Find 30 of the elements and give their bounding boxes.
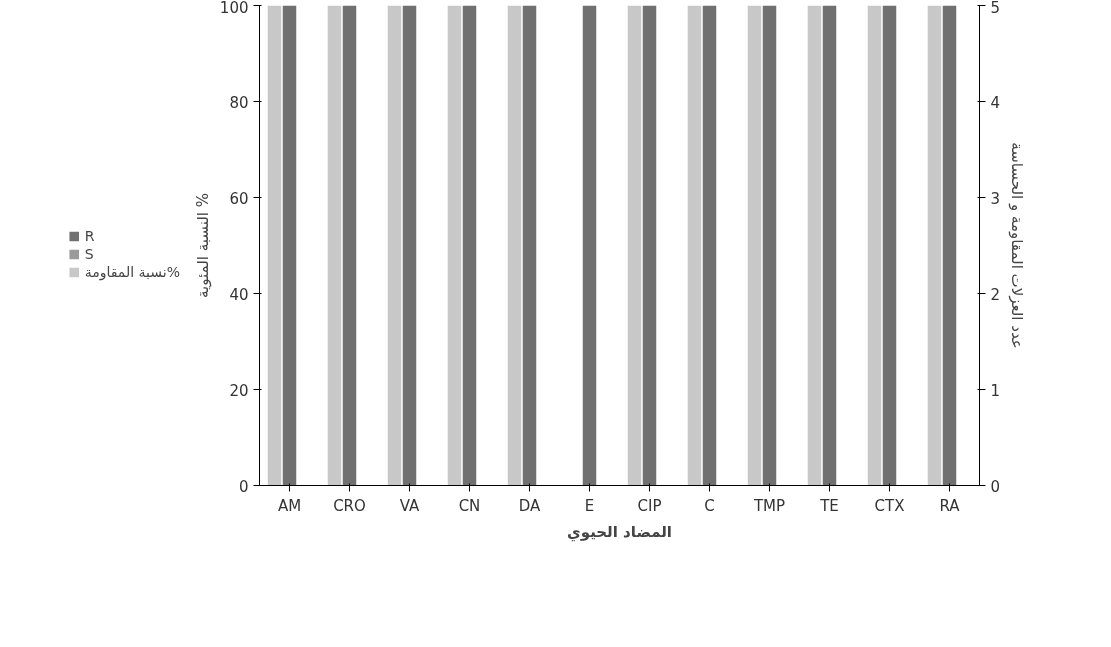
y2-tick-label: 5: [990, 0, 1001, 17]
x-tick-label: VA: [399, 496, 421, 515]
y-tick-label: 80: [229, 93, 249, 112]
y-tick-label: 100: [219, 0, 249, 17]
legend-label: S: [84, 245, 95, 262]
y-axis-title: النسبة المئوية %: [193, 193, 212, 298]
legend-label: R: [84, 227, 96, 244]
y-tick-label: 40: [229, 285, 249, 304]
x-axis-title: المضاد الحيوي: [566, 522, 673, 542]
y-tick-label: 60: [229, 189, 249, 208]
x-tick-label: CN: [458, 496, 481, 515]
y-tick-label: 0: [238, 477, 249, 496]
y-tick-label: 20: [229, 381, 249, 400]
x-tick-label: AM: [277, 496, 302, 515]
x-tick-label: TE: [819, 496, 839, 515]
y2-axis-title: عدد العزلات المقاومة و الحساسة: [1008, 142, 1027, 349]
x-tick-label: CTX: [874, 496, 905, 515]
x-tick-label: TMP: [752, 496, 786, 515]
x-tick-label: CRO: [333, 496, 366, 515]
x-tick-label: RA: [939, 496, 961, 515]
y2-tick-label: 4: [990, 93, 1001, 112]
x-tick-label: C: [704, 496, 715, 515]
x-tick-label: CIP: [637, 496, 662, 515]
legend-label: نسبة المقاومة%: [84, 263, 180, 280]
x-tick-label: DA: [518, 496, 542, 515]
y2-tick-label: 3: [990, 189, 1001, 208]
y2-tick-label: 1: [990, 381, 1001, 400]
x-tick-label: E: [584, 496, 595, 515]
y2-tick-label: 0: [990, 477, 1001, 496]
y2-tick-label: 2: [990, 285, 1001, 304]
